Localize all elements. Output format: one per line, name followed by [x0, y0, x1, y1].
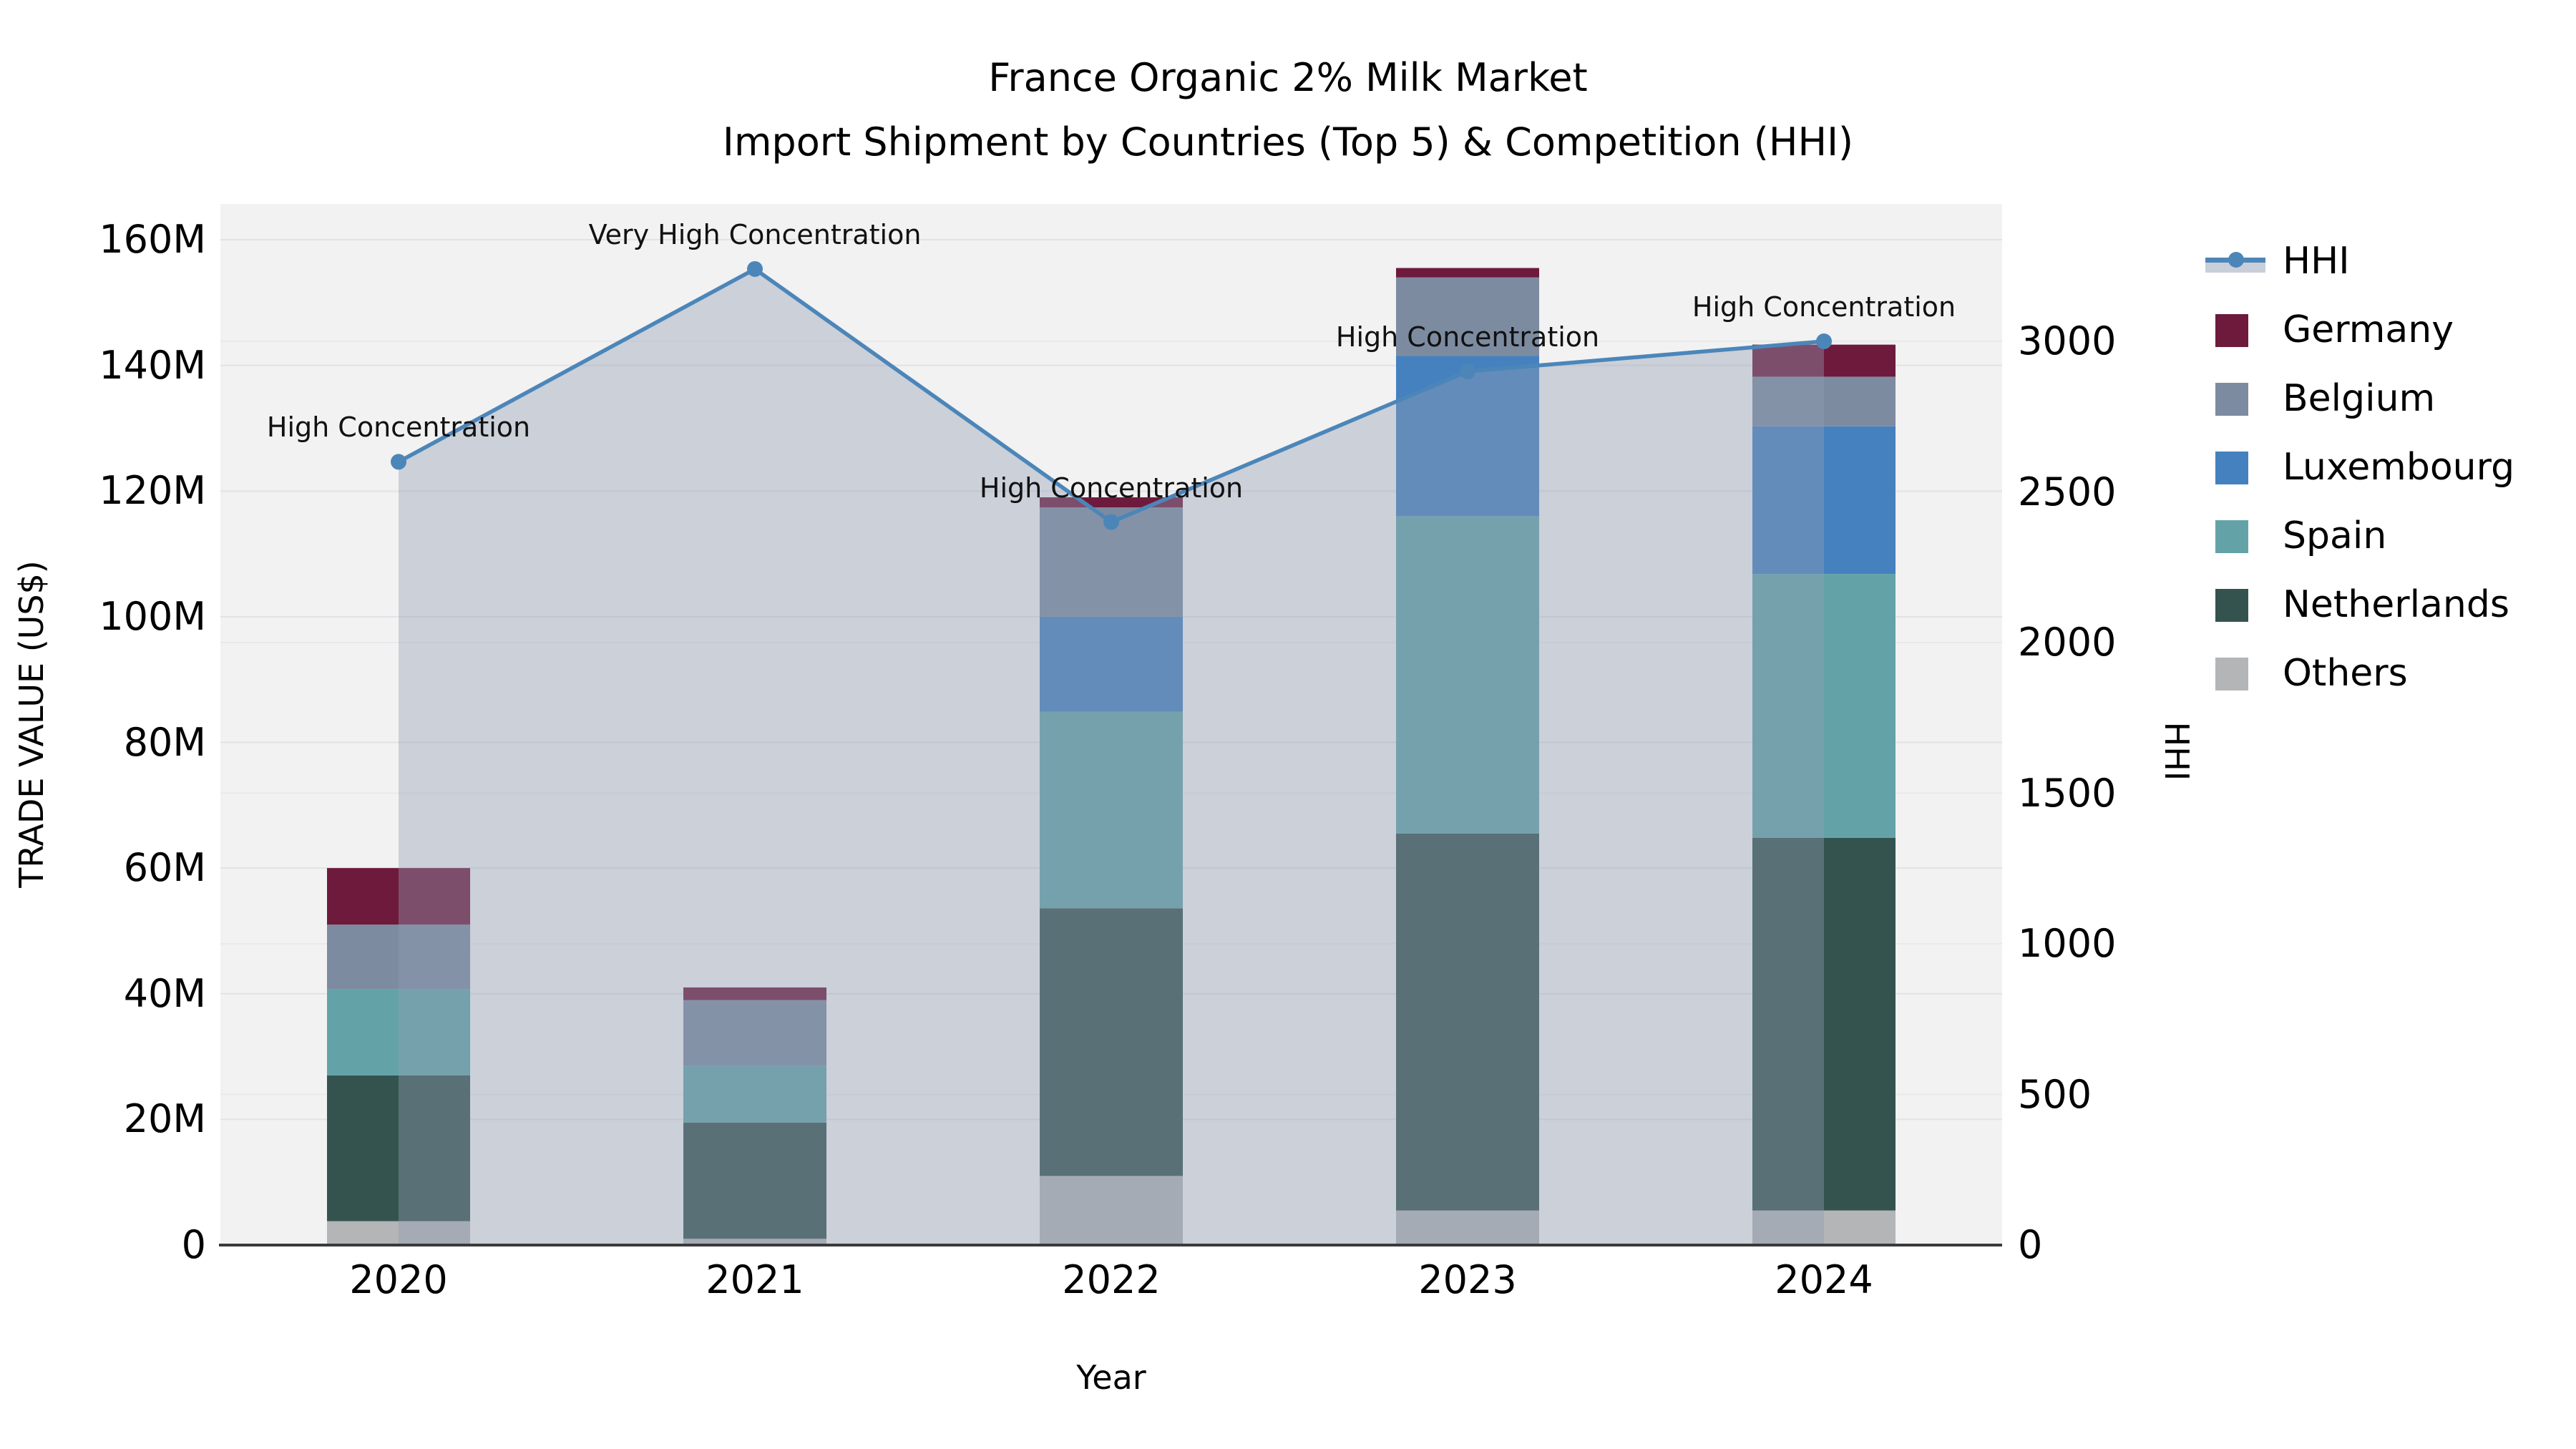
- bar-segment-netherlands-2021: [683, 1122, 826, 1239]
- left-tick-label: 80M: [123, 719, 206, 765]
- hhi-marker-2024: [1816, 333, 1832, 349]
- left-tick-label: 40M: [123, 970, 206, 1016]
- right-tick-label: 0: [2018, 1222, 2043, 1267]
- bar-segment-netherlands-2023: [1396, 833, 1539, 1211]
- legend-label-netherlands: Netherlands: [2283, 583, 2509, 626]
- bar-segment-netherlands-2024: [1752, 837, 1896, 1211]
- right-tick-label: 3000: [2018, 318, 2117, 364]
- bar-segment-others-2022: [1040, 1176, 1183, 1245]
- bar-segment-netherlands-2020: [327, 1075, 470, 1221]
- color-patch-netherlands: [2215, 589, 2248, 622]
- annotation-2020: High Concentration: [266, 411, 531, 444]
- legend-label-hhi: HHI: [2283, 240, 2350, 283]
- annotation-2024: High Concentration: [1692, 291, 1956, 323]
- color-patch-spain: [2215, 520, 2248, 553]
- left-tick-label: 0: [181, 1222, 206, 1267]
- legend-swatch-belgium: [2205, 381, 2265, 416]
- hhi-area-fill: [399, 268, 1824, 1246]
- hhi-marker-2021: [747, 260, 763, 277]
- bar-segment-germany-2020: [327, 868, 470, 925]
- legend-swatch-germany: [2205, 312, 2265, 348]
- legend-swatch-spain: [2205, 518, 2265, 554]
- left-tick-label: 20M: [123, 1096, 206, 1142]
- bar-segment-spain-2020: [327, 989, 470, 1075]
- x-tick-label: 2020: [349, 1257, 448, 1302]
- bar-segment-germany-2023: [1396, 268, 1539, 278]
- bar-segment-spain-2021: [683, 1065, 826, 1123]
- bar-segment-belgium-2024: [1752, 376, 1896, 426]
- bar-segment-belgium-2020: [327, 924, 470, 990]
- bar-segment-others-2021: [683, 1239, 826, 1245]
- legend-item-hhi: HHI: [2205, 227, 2350, 296]
- x-tick-label: 2021: [706, 1257, 804, 1302]
- chart-title-line1: France Organic 2% Milk Market: [988, 55, 1588, 100]
- legend-item-luxembourg: Luxembourg: [2205, 433, 2514, 502]
- bar-segment-germany-2021: [683, 987, 826, 1000]
- legend-swatch-luxembourg: [2205, 449, 2265, 485]
- color-patch-others: [2215, 658, 2248, 691]
- x-axis-title: Year: [1076, 1358, 1146, 1397]
- bar-segment-germany-2024: [1752, 344, 1896, 377]
- legend-label-belgium: Belgium: [2283, 377, 2436, 420]
- bar-segment-belgium-2021: [683, 1000, 826, 1066]
- legend-label-others: Others: [2283, 652, 2408, 695]
- bar-segment-spain-2022: [1040, 711, 1183, 909]
- annotation-2021: Very High Concentration: [588, 218, 922, 250]
- bar-segment-luxembourg-2024: [1752, 426, 1896, 575]
- left-tick-label: 140M: [99, 342, 206, 388]
- legend-item-germany: Germany: [2205, 296, 2454, 364]
- hhi-marker-2023: [1460, 364, 1475, 380]
- color-patch-luxembourg: [2215, 452, 2248, 484]
- annotation-2022: High Concentration: [979, 472, 1244, 504]
- right-axis-title: HHI: [2157, 721, 2196, 781]
- hhi-marker-glyph: [2228, 252, 2244, 268]
- bar-segment-luxembourg-2023: [1396, 356, 1539, 517]
- right-tick-label: 2000: [2018, 620, 2117, 665]
- legend-label-luxembourg: Luxembourg: [2283, 446, 2515, 489]
- annotation-2023: High Concentration: [1335, 321, 1600, 353]
- bar-segment-luxembourg-2022: [1040, 616, 1183, 712]
- left-tick-label: 160M: [99, 217, 206, 262]
- x-tick-label: 2023: [1418, 1257, 1517, 1302]
- hhi-line-swatch: [2205, 243, 2265, 279]
- legend-item-others: Others: [2205, 639, 2408, 708]
- right-tick-label: 2500: [2018, 469, 2117, 514]
- left-tick-label: 120M: [99, 468, 206, 514]
- hhi-marker-2020: [391, 454, 406, 470]
- color-patch-belgium: [2215, 383, 2248, 416]
- legend-label-germany: Germany: [2283, 308, 2454, 351]
- x-tick-label: 2022: [1062, 1257, 1161, 1302]
- bar-segment-belgium-2023: [1396, 277, 1539, 356]
- bar-segment-others-2020: [327, 1221, 470, 1245]
- bar-segment-spain-2024: [1752, 574, 1896, 838]
- x-tick-label: 2024: [1775, 1257, 1873, 1302]
- legend-item-belgium: Belgium: [2205, 364, 2435, 433]
- legend-swatch-others: [2205, 655, 2265, 691]
- bar-segment-spain-2023: [1396, 516, 1539, 834]
- right-tick-label: 1500: [2018, 770, 2117, 816]
- chart-title-line2: Import Shipment by Countries (Top 5) & C…: [722, 119, 1854, 165]
- legend-swatch-netherlands: [2205, 587, 2265, 623]
- legend-item-netherlands: Netherlands: [2205, 570, 2509, 639]
- legend-item-spain: Spain: [2205, 502, 2386, 570]
- hhi-marker-2022: [1103, 514, 1119, 530]
- right-tick-label: 1000: [2018, 921, 2117, 966]
- bar-segment-others-2024: [1752, 1210, 1896, 1245]
- color-patch-germany: [2215, 314, 2248, 347]
- bar-segment-others-2023: [1396, 1210, 1539, 1245]
- right-tick-label: 500: [2018, 1071, 2092, 1117]
- legend-label-spain: Spain: [2283, 514, 2387, 557]
- bar-segment-netherlands-2022: [1040, 908, 1183, 1176]
- left-tick-label: 60M: [123, 845, 206, 891]
- left-tick-label: 100M: [99, 593, 206, 639]
